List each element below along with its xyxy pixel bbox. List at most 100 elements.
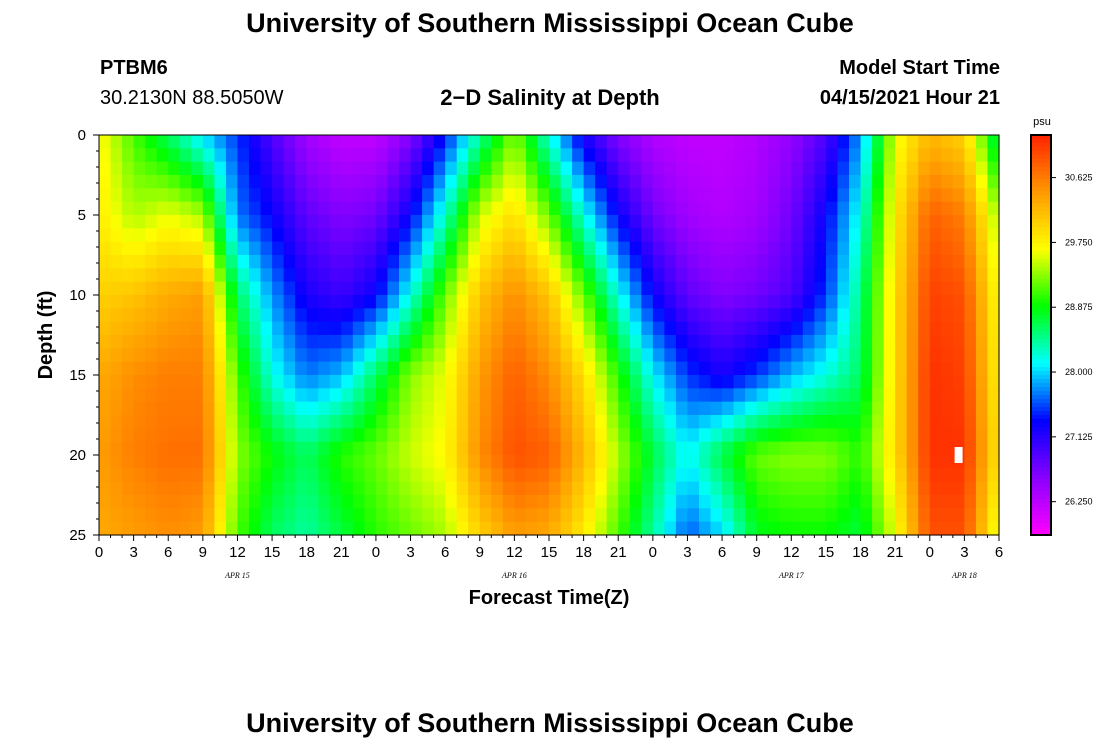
heatmap-cell bbox=[468, 415, 481, 429]
heatmap-cell bbox=[329, 255, 342, 269]
heatmap-cell bbox=[675, 428, 689, 443]
heatmap-cell bbox=[883, 441, 896, 456]
heatmap-cell bbox=[249, 521, 262, 536]
heatmap-cell bbox=[572, 388, 585, 403]
y-tick-label: 15 bbox=[69, 367, 86, 384]
heatmap-cell bbox=[352, 295, 365, 309]
heatmap-cell bbox=[145, 375, 158, 389]
heatmap-cell bbox=[952, 255, 965, 269]
x-tick-label: 12 bbox=[783, 544, 800, 561]
heatmap-cell bbox=[895, 201, 908, 216]
heatmap-cell bbox=[537, 441, 550, 456]
heatmap-cell bbox=[791, 348, 804, 363]
heatmap-cell bbox=[918, 508, 931, 523]
heatmap-cell bbox=[549, 215, 562, 229]
heatmap-cell bbox=[652, 388, 665, 403]
colorbar-swatch bbox=[1031, 275, 1051, 280]
heatmap-cell bbox=[814, 201, 827, 216]
heatmap-cell bbox=[306, 468, 319, 483]
heatmap-cell bbox=[802, 335, 815, 349]
heatmap-cell bbox=[225, 401, 239, 416]
heatmap-cell bbox=[156, 188, 169, 203]
heatmap-cell bbox=[710, 388, 723, 403]
heatmap-cell bbox=[456, 441, 469, 456]
heatmap-cell bbox=[375, 335, 389, 349]
heatmap-cell bbox=[260, 481, 273, 496]
heatmap-cell bbox=[272, 281, 285, 296]
heatmap-cell bbox=[237, 495, 250, 509]
heatmap-cell bbox=[664, 255, 677, 269]
heatmap-cell bbox=[249, 188, 262, 203]
heatmap-cell bbox=[387, 375, 400, 389]
heatmap-cell bbox=[802, 255, 815, 269]
heatmap-cell bbox=[341, 441, 354, 456]
heatmap-cell bbox=[664, 135, 677, 149]
heatmap-cell bbox=[572, 201, 585, 216]
heatmap-cell bbox=[468, 228, 481, 243]
heatmap-cell bbox=[399, 161, 412, 176]
heatmap-cell bbox=[606, 468, 619, 483]
heatmap-cell bbox=[849, 161, 862, 176]
heatmap-cell bbox=[295, 215, 308, 229]
heatmap-cell bbox=[572, 375, 585, 389]
colorbar-unit: psu bbox=[1033, 116, 1051, 128]
heatmap-cell bbox=[664, 468, 677, 483]
heatmap-cell bbox=[399, 295, 412, 309]
heatmap-cell bbox=[975, 495, 989, 509]
heatmap-cell bbox=[156, 388, 169, 403]
heatmap-cell bbox=[572, 135, 585, 149]
heatmap-cell bbox=[664, 375, 677, 389]
heatmap-cell bbox=[318, 415, 331, 429]
colorbar-swatch bbox=[1031, 199, 1051, 204]
heatmap-cell bbox=[145, 175, 158, 189]
heatmap-cell bbox=[375, 295, 389, 309]
heatmap-cell bbox=[306, 295, 319, 309]
heatmap-cell bbox=[237, 268, 250, 283]
heatmap-cell bbox=[687, 361, 700, 376]
heatmap-cell bbox=[399, 148, 412, 163]
heatmap-cell bbox=[722, 148, 735, 163]
heatmap-cell bbox=[364, 468, 377, 483]
heatmap-cell bbox=[272, 148, 285, 163]
heatmap-cell bbox=[883, 468, 896, 483]
heatmap-cell bbox=[133, 268, 146, 283]
heatmap-cell bbox=[837, 375, 850, 389]
heatmap-cell bbox=[375, 255, 389, 269]
heatmap-cell bbox=[272, 228, 285, 243]
heatmap-cell bbox=[99, 455, 112, 469]
heatmap-cell bbox=[699, 321, 712, 336]
heatmap-cell bbox=[837, 508, 850, 523]
heatmap-cell bbox=[122, 228, 135, 243]
heatmap-cell bbox=[756, 415, 769, 429]
heatmap-cell bbox=[906, 375, 919, 389]
heatmap-cell bbox=[133, 175, 146, 189]
heatmap-cell bbox=[814, 375, 827, 389]
heatmap-cell bbox=[375, 428, 389, 443]
heatmap-cell bbox=[629, 228, 642, 243]
heatmap-cell bbox=[375, 455, 389, 469]
heatmap-cell bbox=[814, 241, 827, 256]
heatmap-cell bbox=[214, 321, 227, 336]
heatmap-cell bbox=[895, 308, 908, 323]
heatmap-cell bbox=[318, 321, 331, 336]
heatmap-cell bbox=[768, 428, 781, 443]
heatmap-cell bbox=[918, 308, 931, 323]
heatmap-cell bbox=[133, 468, 146, 483]
heatmap-cell bbox=[675, 388, 689, 403]
heatmap-cell bbox=[791, 508, 804, 523]
heatmap-cell bbox=[214, 508, 227, 523]
heatmap-cell bbox=[156, 175, 169, 189]
heatmap-cell bbox=[479, 388, 492, 403]
heatmap-cell bbox=[329, 361, 342, 376]
heatmap-cell bbox=[814, 295, 827, 309]
heatmap-cell bbox=[952, 361, 965, 376]
heatmap-cell bbox=[364, 228, 377, 243]
colorbar-swatch bbox=[1031, 507, 1051, 512]
heatmap-cell bbox=[918, 175, 931, 189]
heatmap-cell bbox=[491, 481, 504, 496]
heatmap-cell bbox=[987, 335, 1000, 349]
colorbar-swatch bbox=[1031, 491, 1051, 496]
heatmap-cell bbox=[906, 188, 919, 203]
heatmap-cell bbox=[895, 441, 908, 456]
